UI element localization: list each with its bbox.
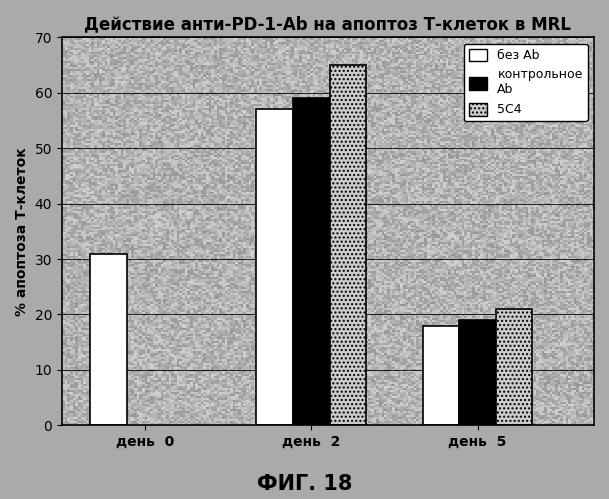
- Bar: [293, 98, 329, 425]
- Legend: без Ab, контрольное
Ab, 5C4: без Ab, контрольное Ab, 5C4: [463, 43, 588, 121]
- Bar: [496, 309, 532, 425]
- Bar: [90, 253, 127, 425]
- Title: Действие анти-PD-1-Ab на апоптоз Т-клеток в MRL: Действие анти-PD-1-Ab на апоптоз Т-клето…: [85, 15, 571, 33]
- Bar: [329, 65, 366, 425]
- Y-axis label: % апоптоза Т-клеток: % апоптоза Т-клеток: [15, 147, 29, 316]
- Text: ФИГ. 18: ФИГ. 18: [257, 474, 352, 494]
- Bar: [423, 325, 459, 425]
- Bar: [459, 320, 496, 425]
- Bar: [256, 109, 293, 425]
